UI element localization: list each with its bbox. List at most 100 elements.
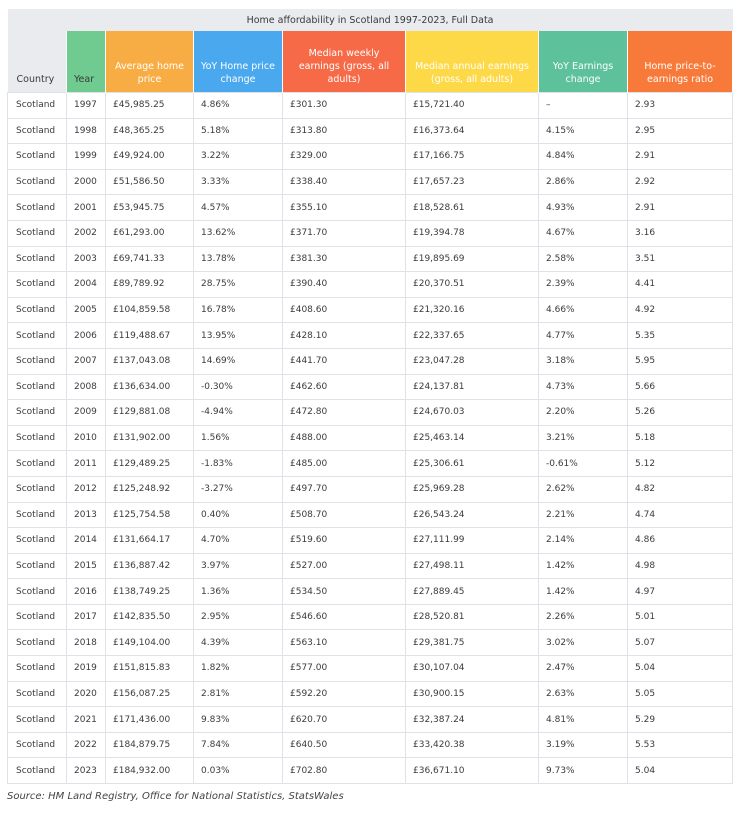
cell-median-annual-earnings: £27,498.11	[405, 552, 539, 580]
cell-year: 2010	[66, 424, 106, 452]
cell-average-home-price: £49,924.00	[105, 143, 194, 170]
cell-country: Scotland	[7, 373, 67, 401]
cell-yoy-home-price-change: 7.84%	[193, 731, 283, 759]
cell-yoy-home-price-change: 13.62%	[193, 219, 283, 247]
cell-average-home-price: £89,789.92	[105, 271, 194, 298]
cell-median-annual-earnings: £26,543.24	[405, 501, 539, 529]
cell-country: Scotland	[7, 168, 67, 196]
cell-yoy-home-price-change: 0.40%	[193, 501, 283, 529]
cell-median-annual-earnings: £28,520.81	[405, 603, 539, 631]
cell-year: 2023	[66, 757, 106, 785]
cell-country: Scotland	[7, 271, 67, 298]
cell-yoy-home-price-change: 3.33%	[193, 168, 283, 196]
cell-yoy-earnings-change: 1.42%	[538, 578, 628, 605]
cell-average-home-price: £104,859.58	[105, 296, 194, 324]
cell-yoy-earnings-change: 4.66%	[538, 296, 628, 324]
cell-price-to-earnings-ratio: 2.91	[626, 143, 734, 170]
header-yoy-home-price-change: YoY Home price change	[193, 31, 283, 93]
cell-yoy-home-price-change: 3.97%	[193, 552, 283, 580]
cell-median-annual-earnings: £20,370.51	[405, 271, 539, 298]
cell-median-annual-earnings: £19,394.78	[405, 219, 539, 247]
table-row: Scotland 2016 £138,749.25 1.36% £534.50 £27,8…	[7, 578, 734, 605]
cell-price-to-earnings-ratio: 5.04	[626, 757, 734, 785]
cell-year: 2019	[66, 655, 106, 682]
cell-average-home-price: £156,087.25	[105, 680, 194, 708]
cell-price-to-earnings-ratio: 5.95	[626, 347, 734, 375]
cell-median-annual-earnings: £17,657.23	[405, 168, 539, 196]
cell-median-annual-earnings: £32,387.24	[405, 706, 539, 733]
cell-average-home-price: £136,887.42	[105, 552, 194, 580]
table-row: Scotland 2019 £151,815.83 1.82% £577.00 £30,1…	[7, 655, 734, 682]
cell-yoy-earnings-change: 2.58%	[538, 245, 628, 273]
cell-yoy-home-price-change: 1.82%	[193, 655, 283, 682]
table-row: Scotland 2006 £119,488.67 13.95% £428.10 £22,…	[7, 322, 734, 349]
cell-price-to-earnings-ratio: 4.74	[626, 501, 734, 529]
cell-yoy-earnings-change: 4.73%	[538, 373, 628, 401]
cell-yoy-home-price-change: 3.22%	[193, 143, 283, 170]
cell-price-to-earnings-ratio: 5.29	[626, 706, 734, 733]
cell-yoy-home-price-change: -4.94%	[193, 399, 283, 426]
cell-price-to-earnings-ratio: 4.41	[626, 271, 734, 298]
table-row: Scotland 2007 £137,043.08 14.69% £441.70 £23,…	[7, 347, 734, 375]
cell-price-to-earnings-ratio: 4.86	[626, 527, 734, 554]
cell-average-home-price: £129,881.08	[105, 399, 194, 426]
table-row: Scotland 2003 £69,741.33 13.78% £381.30 £19,8…	[7, 245, 734, 273]
cell-year: 1998	[66, 117, 106, 145]
cell-price-to-earnings-ratio: 4.82	[626, 475, 734, 503]
cell-yoy-earnings-change: 2.62%	[538, 475, 628, 503]
cell-median-annual-earnings: £27,111.99	[405, 527, 539, 554]
cell-yoy-home-price-change: 5.18%	[193, 117, 283, 145]
cell-country: Scotland	[7, 578, 67, 605]
table-row: Scotland 1997 £45,985.25 4.86% £301.30 £15,72…	[7, 92, 734, 119]
cell-yoy-earnings-change: –	[538, 92, 628, 119]
table-row: Scotland 2023 £184,932.00 0.03% £702.80 £36,6…	[7, 757, 734, 785]
cell-year: 2015	[66, 552, 106, 580]
cell-year: 1997	[66, 92, 106, 119]
cell-year: 2006	[66, 322, 106, 349]
cell-median-weekly-earnings: £381.30	[282, 245, 406, 273]
cell-yoy-home-price-change: 14.69%	[193, 347, 283, 375]
table-row: Scotland 1999 £49,924.00 3.22% £329.00 £17,16…	[7, 143, 734, 170]
table-body: Scotland 1997 £45,985.25 4.86% £301.30 £15,72…	[7, 92, 734, 785]
cell-country: Scotland	[7, 552, 67, 580]
table-row: Scotland 2022 £184,879.75 7.84% £640.50 £33,4…	[7, 731, 734, 759]
cell-yoy-home-price-change: 0.03%	[193, 757, 283, 785]
cell-median-weekly-earnings: £428.10	[282, 322, 406, 349]
cell-country: Scotland	[7, 219, 67, 247]
cell-price-to-earnings-ratio: 5.01	[626, 603, 734, 631]
cell-yoy-earnings-change: 3.18%	[538, 347, 628, 375]
cell-median-weekly-earnings: £527.00	[282, 552, 406, 580]
cell-yoy-home-price-change: 1.56%	[193, 424, 283, 452]
cell-average-home-price: £61,293.00	[105, 219, 194, 247]
cell-year: 2000	[66, 168, 106, 196]
cell-median-weekly-earnings: £508.70	[282, 501, 406, 529]
cell-year: 2005	[66, 296, 106, 324]
cell-yoy-earnings-change: 2.86%	[538, 168, 628, 196]
cell-yoy-earnings-change: 9.73%	[538, 757, 628, 785]
cell-median-weekly-earnings: £301.30	[282, 92, 406, 119]
cell-country: Scotland	[7, 731, 67, 759]
cell-price-to-earnings-ratio: 4.98	[626, 552, 734, 580]
cell-yoy-home-price-change: -3.27%	[193, 475, 283, 503]
cell-price-to-earnings-ratio: 5.18	[626, 424, 734, 452]
cell-average-home-price: £171,436.00	[105, 706, 194, 733]
cell-price-to-earnings-ratio: 2.93	[626, 92, 734, 119]
cell-country: Scotland	[7, 680, 67, 708]
cell-median-weekly-earnings: £497.70	[282, 475, 406, 503]
cell-median-weekly-earnings: £485.00	[282, 450, 406, 477]
cell-price-to-earnings-ratio: 3.51	[626, 245, 734, 273]
cell-price-to-earnings-ratio: 5.12	[626, 450, 734, 477]
cell-median-weekly-earnings: £592.20	[282, 680, 406, 708]
table-row: Scotland 2020 £156,087.25 2.81% £592.20 £30,9…	[7, 680, 734, 708]
cell-country: Scotland	[7, 424, 67, 452]
cell-year: 2013	[66, 501, 106, 529]
cell-median-annual-earnings: £24,670.03	[405, 399, 539, 426]
cell-average-home-price: £48,365.25	[105, 117, 194, 145]
cell-median-annual-earnings: £25,306.61	[405, 450, 539, 477]
cell-median-weekly-earnings: £355.10	[282, 194, 406, 221]
table-row: Scotland 2008 £136,634.00 -0.30% £462.60 £24,…	[7, 373, 734, 401]
cell-country: Scotland	[7, 245, 67, 273]
table-row: Scotland 2011 £129,489.25 -1.83% £485.00 £25,…	[7, 450, 734, 477]
cell-median-weekly-earnings: £546.60	[282, 603, 406, 631]
table-row: Scotland 2001 £53,945.75 4.57% £355.10 £18,52…	[7, 194, 734, 221]
